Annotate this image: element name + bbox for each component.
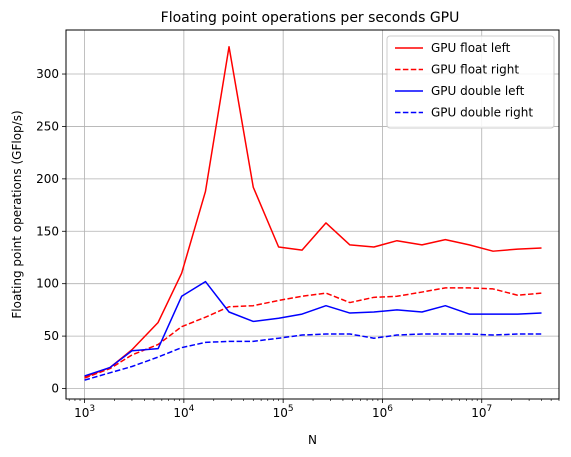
x-tick-label-exponent: 7 xyxy=(487,404,493,414)
y-tick-label: 150 xyxy=(36,224,59,238)
legend-label: GPU float left xyxy=(431,41,511,55)
x-tick-label-base: 10 xyxy=(74,406,89,420)
y-tick-label: 50 xyxy=(44,329,59,343)
x-tick-label-exponent: 6 xyxy=(387,404,393,414)
y-tick-label: 200 xyxy=(36,172,59,186)
legend-label: GPU double left xyxy=(431,84,525,98)
legend: GPU float left GPU float right GPU double … xyxy=(387,36,554,128)
chart-title: Floating point operations per seconds GP… xyxy=(161,10,460,26)
y-tick-label: 250 xyxy=(36,119,59,133)
y-axis-label: Floating point operations (GFlop/s) xyxy=(10,110,24,318)
x-tick-label-base: 10 xyxy=(173,406,188,420)
x-tick-label-exponent: 4 xyxy=(189,404,195,414)
legend-label: GPU double right xyxy=(431,106,533,120)
y-tick-label: 300 xyxy=(36,67,59,81)
legend-label: GPU float right xyxy=(431,63,519,77)
x-tick-label-base: 10 xyxy=(273,406,288,420)
x-tick-label-base: 10 xyxy=(372,406,387,420)
x-axis-label: N xyxy=(308,433,317,447)
x-tick-label-exponent: 5 xyxy=(288,404,294,414)
y-tick-label: 100 xyxy=(36,277,59,291)
x-tick-label-exponent: 3 xyxy=(89,404,95,414)
y-tick-label: 0 xyxy=(51,382,59,396)
x-tick-label-base: 10 xyxy=(471,406,486,420)
